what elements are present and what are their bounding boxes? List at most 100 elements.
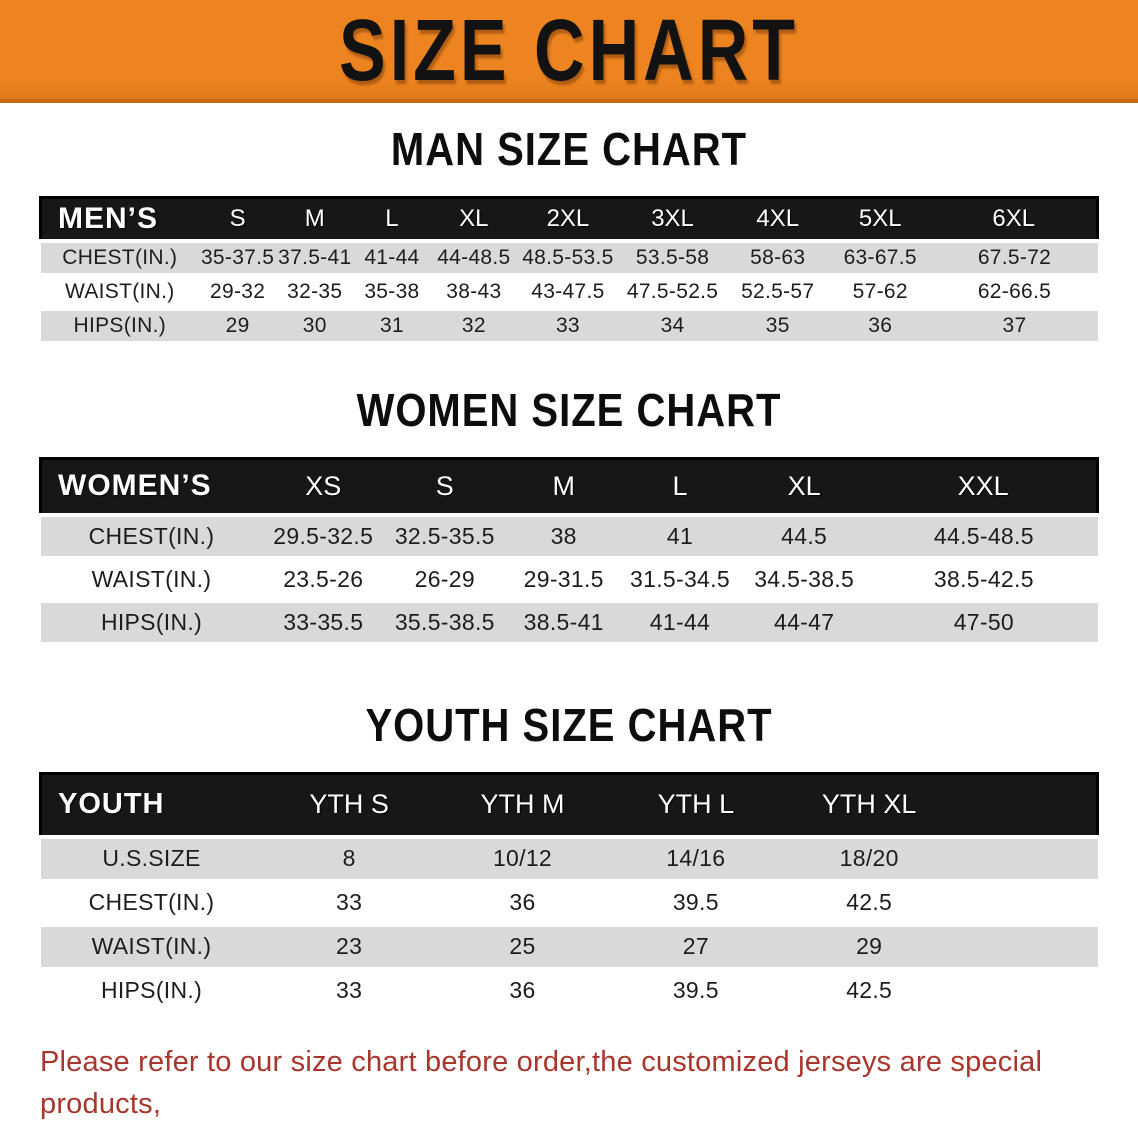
size-column-header: 4XL <box>726 196 829 242</box>
size-column-header: YTH S <box>262 772 436 838</box>
size-value-cell: 31 <box>353 306 431 345</box>
size-column-header: M <box>276 196 354 242</box>
women-chest-row: CHEST(IN.) 29.5-32.5 32.5-35.5 38 41 44.… <box>40 513 1098 560</box>
size-value-cell: 41-44 <box>353 238 431 277</box>
size-value-cell: 8 <box>262 834 436 883</box>
size-value-cell: 44.5-48.5 <box>870 513 1098 560</box>
size-column-header: XS <box>262 456 385 517</box>
size-value-cell: 27 <box>609 922 783 971</box>
size-column-header: XL <box>738 456 871 517</box>
size-value-cell: 36 <box>828 306 932 345</box>
row-label: HIPS(IN.) <box>40 306 200 345</box>
row-label: WAIST(IN.) <box>40 922 263 971</box>
size-value-cell: 35-38 <box>353 272 431 311</box>
banner: SIZE CHART <box>0 0 1138 103</box>
women-hips-row: HIPS(IN.) 33-35.5 35.5-38.5 38.5-41 41-4… <box>40 599 1098 646</box>
size-value-cell: 34.5-38.5 <box>738 556 871 603</box>
size-column-header: S <box>199 196 277 242</box>
size-value-cell: 32-35 <box>276 272 354 311</box>
size-column-header: YTH L <box>609 772 783 838</box>
size-value-cell: 35.5-38.5 <box>384 599 506 646</box>
size-column-header: S <box>384 456 506 517</box>
page-title-text: SIZE CHART <box>339 0 799 99</box>
youth-size-table: YOUTH YTH S YTH M YTH L YTH XL U.S.SIZE … <box>39 772 1099 1015</box>
size-value-cell: 38 <box>505 513 622 560</box>
size-column-header: YTH XL <box>782 772 956 838</box>
size-value-cell: 29 <box>782 922 956 971</box>
size-value-cell: 47-50 <box>870 599 1098 646</box>
size-column-header: M <box>505 456 622 517</box>
row-label: CHEST(IN.) <box>40 238 200 277</box>
size-value-cell: 43-47.5 <box>517 272 619 311</box>
size-value-cell: 29-32 <box>199 272 277 311</box>
size-value-cell: 35-37.5 <box>199 238 277 277</box>
spacer-cell <box>955 922 1098 971</box>
size-value-cell: 47.5-52.5 <box>618 272 727 311</box>
size-value-cell: 26-29 <box>384 556 506 603</box>
spacer-cell <box>955 966 1098 1015</box>
women-heading: WOMEN SIZE CHART <box>0 385 1138 437</box>
size-value-cell: 14/16 <box>609 834 783 883</box>
size-column-header: 3XL <box>618 196 727 242</box>
youth-ussize-row: U.S.SIZE 8 10/12 14/16 18/20 <box>40 834 1098 883</box>
size-value-cell: 29.5-32.5 <box>262 513 385 560</box>
size-column-header: L <box>621 456 739 517</box>
size-column-header: YTH M <box>435 772 610 838</box>
size-value-cell: 41-44 <box>621 599 739 646</box>
women-waist-row: WAIST(IN.) 23.5-26 26-29 29-31.5 31.5-34… <box>40 556 1098 603</box>
size-column-header: L <box>353 196 431 242</box>
youth-header-row: YOUTH YTH S YTH M YTH L YTH XL <box>39 772 1099 838</box>
size-value-cell: 37 <box>931 306 1098 345</box>
spacer-cell <box>955 772 1099 838</box>
size-value-cell: 33 <box>262 878 436 927</box>
size-value-cell: 36 <box>435 966 610 1015</box>
women-heading-text: WOMEN SIZE CHART <box>356 385 782 436</box>
row-label: CHEST(IN.) <box>40 513 263 560</box>
youth-hips-row: HIPS(IN.) 33 36 39.5 42.5 <box>40 966 1098 1015</box>
men-heading: MAN SIZE CHART <box>0 124 1138 176</box>
size-value-cell: 52.5-57 <box>726 272 829 311</box>
youth-chest-row: CHEST(IN.) 33 36 39.5 42.5 <box>40 878 1098 927</box>
size-value-cell: 33 <box>517 306 619 345</box>
size-value-cell: 44.5 <box>738 513 871 560</box>
size-value-cell: 42.5 <box>782 966 956 1015</box>
size-value-cell: 42.5 <box>782 878 956 927</box>
size-value-cell: 31.5-34.5 <box>621 556 739 603</box>
youth-heading: YOUTH SIZE CHART <box>0 700 1138 752</box>
size-value-cell: 44-48.5 <box>430 238 518 277</box>
size-column-header: XL <box>430 196 518 242</box>
size-value-cell: 29-31.5 <box>505 556 622 603</box>
size-value-cell: 25 <box>435 922 610 971</box>
men-chest-row: CHEST(IN.) 35-37.5 37.5-41 41-44 44-48.5… <box>40 238 1098 277</box>
row-label: HIPS(IN.) <box>40 599 263 646</box>
size-value-cell: 57-62 <box>828 272 932 311</box>
size-value-cell: 38.5-41 <box>505 599 622 646</box>
size-value-cell: 23 <box>262 922 436 971</box>
size-value-cell: 63-67.5 <box>828 238 932 277</box>
size-value-cell: 35 <box>726 306 829 345</box>
men-waist-row: WAIST(IN.) 29-32 32-35 35-38 38-43 43-47… <box>40 272 1098 311</box>
size-value-cell: 36 <box>435 878 610 927</box>
men-size-table: MEN’S S M L XL 2XL 3XL 4XL 5XL 6XL CHEST… <box>39 196 1099 345</box>
men-heading-text: MAN SIZE CHART <box>390 124 748 176</box>
women-group-label: WOMEN’S <box>39 456 263 517</box>
size-value-cell: 41 <box>621 513 739 560</box>
youth-waist-row: WAIST(IN.) 23 25 27 29 <box>40 922 1098 971</box>
row-label: U.S.SIZE <box>40 834 263 883</box>
size-value-cell: 58-63 <box>726 238 829 277</box>
women-header-row: WOMEN’S XS S M L XL XXL <box>39 456 1100 517</box>
men-section: MAN SIZE CHART MEN’S S M L XL 2XL 3XL 4X… <box>0 124 1138 345</box>
size-column-header: 2XL <box>517 196 619 242</box>
size-value-cell: 32.5-35.5 <box>384 513 506 560</box>
youth-group-label: YOUTH <box>39 772 263 838</box>
size-value-cell: 38.5-42.5 <box>870 556 1098 603</box>
size-column-header: XXL <box>870 456 1100 517</box>
disclaimer-line1: Please refer to our size chart before or… <box>40 1045 1043 1120</box>
size-value-cell: 53.5-58 <box>618 238 727 277</box>
size-column-header: 5XL <box>828 196 932 242</box>
men-group-label: MEN’S <box>39 196 200 242</box>
size-value-cell: 18/20 <box>782 834 956 883</box>
size-value-cell: 67.5-72 <box>931 238 1098 277</box>
row-label: CHEST(IN.) <box>40 878 263 927</box>
size-value-cell: 32 <box>430 306 518 345</box>
